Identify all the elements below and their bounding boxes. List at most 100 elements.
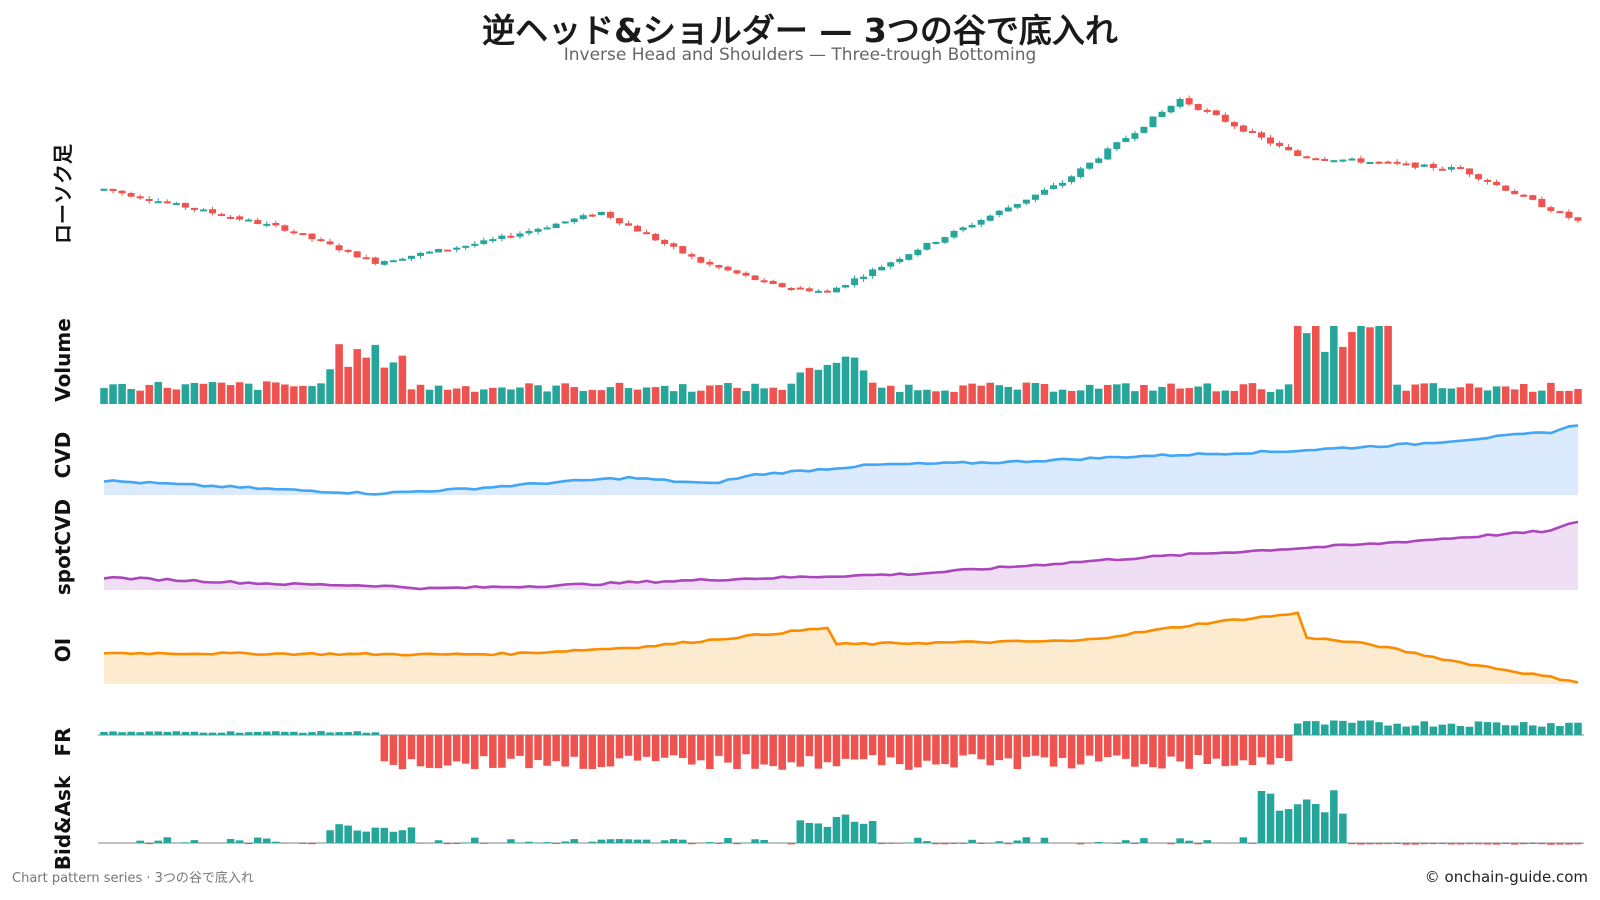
volume-bar [597, 390, 606, 404]
bid-ask-bar [380, 827, 389, 843]
bid-ask-bar [1411, 843, 1419, 845]
candle-body [1303, 156, 1311, 159]
candle-body [670, 243, 678, 247]
volume-bar [742, 391, 750, 404]
candle-body [1113, 142, 1121, 150]
volume-bar [778, 389, 786, 404]
funding-rate-bar [1538, 726, 1546, 735]
funding-rate-bar [100, 731, 108, 735]
volume-bar [1474, 387, 1483, 404]
bid-ask-bar [1085, 843, 1094, 844]
candle-body [371, 257, 379, 264]
volume-bar [190, 382, 199, 404]
funding-rate-bar [1140, 735, 1148, 765]
bid-ask-bar [1167, 843, 1175, 845]
candle-body [570, 218, 578, 223]
bid-ask-bar [986, 843, 994, 844]
series-line [103, 520, 1579, 591]
funding-rate-bar [968, 735, 976, 755]
volume-bar [1574, 389, 1582, 404]
bid-ask-bar [127, 843, 135, 844]
candle-body [1321, 158, 1329, 161]
funding-rate-bar [1022, 735, 1031, 757]
candle-body [1176, 99, 1184, 107]
funding-rate-bar [1456, 725, 1465, 735]
funding-rate-bar [1103, 735, 1112, 758]
funding-rate-bar [1474, 721, 1483, 735]
funding-rate-bar [1330, 720, 1338, 735]
bid-ask-bar [1058, 843, 1067, 844]
volume-bar [389, 362, 398, 404]
bid-ask-bar [588, 841, 597, 843]
candle-body [136, 196, 144, 199]
bid-ask-bar [706, 842, 714, 843]
bid-ask-bar [651, 843, 660, 844]
volume-bar [905, 384, 913, 404]
volume-bar [769, 387, 777, 404]
funding-rate-bar [724, 735, 732, 763]
bid-ask-bar [1149, 843, 1157, 844]
volume-bar [100, 388, 108, 404]
funding-rate-bar [425, 735, 434, 768]
candle-body [1131, 133, 1139, 139]
panel-label-2: CVD [51, 432, 75, 479]
bid-ask-bar [443, 843, 452, 845]
volume-bar [1094, 388, 1103, 404]
bid-ask-bar [868, 821, 877, 843]
volume-bar [706, 385, 714, 404]
volume-bar [832, 362, 841, 404]
candle-body [417, 252, 425, 256]
volume-bar [823, 364, 832, 404]
candle-body [905, 254, 913, 260]
volume-bar [986, 382, 994, 404]
candle-body [1330, 160, 1338, 163]
volume-bar [760, 388, 768, 404]
volume-bar [606, 387, 615, 404]
bid-ask-bar [1483, 843, 1492, 845]
funding-rate-bar [1194, 735, 1202, 756]
volume-bar [380, 367, 389, 404]
candle-body [1167, 105, 1175, 113]
volume-bar [751, 383, 759, 404]
funding-rate-bar [760, 735, 768, 765]
volume-bar [1302, 333, 1311, 404]
bid-ask-bar [1275, 810, 1284, 843]
candle-body [1104, 148, 1112, 160]
candle-body [516, 233, 524, 237]
bid-ask-bar [977, 843, 985, 844]
funding-rate-bar [1167, 735, 1175, 757]
volume-bar [796, 372, 805, 404]
bid-ask-bar [208, 843, 217, 844]
candle-body [914, 249, 922, 256]
candle-body [181, 202, 189, 208]
funding-rate-bar [1221, 735, 1230, 767]
funding-rate-bar [190, 731, 199, 735]
candle-body [1068, 176, 1076, 183]
bid-ask-bar [751, 839, 759, 843]
funding-rate-bar [1013, 735, 1022, 770]
funding-rate-bar [633, 735, 642, 761]
bid-ask-bar [407, 827, 416, 843]
funding-rate-bar [814, 735, 823, 769]
candle-body [435, 248, 443, 253]
candle-body [1122, 138, 1130, 142]
chart-subtitle: Inverse Head and Shoulders — Three-troug… [563, 45, 1037, 65]
funding-rate-bar [1302, 721, 1311, 735]
candle-body [100, 188, 108, 191]
funding-rate-bar [1149, 735, 1157, 768]
candle-body [118, 190, 126, 194]
funding-rate-bar [1131, 735, 1139, 767]
candle-body [154, 201, 162, 204]
funding-rate-bar [1275, 735, 1284, 759]
bid-ask-bar [489, 843, 497, 844]
footer-copyright: © onchain-guide.com [1424, 868, 1588, 886]
bid-ask-bar [1529, 843, 1537, 845]
bid-ask-bar [796, 820, 805, 843]
volume-bar [470, 391, 479, 404]
funding-rate-bar [371, 732, 380, 735]
volume-bar [1040, 383, 1049, 404]
volume-bar [362, 357, 371, 404]
candle-body [317, 239, 325, 242]
candle-body [209, 209, 217, 214]
